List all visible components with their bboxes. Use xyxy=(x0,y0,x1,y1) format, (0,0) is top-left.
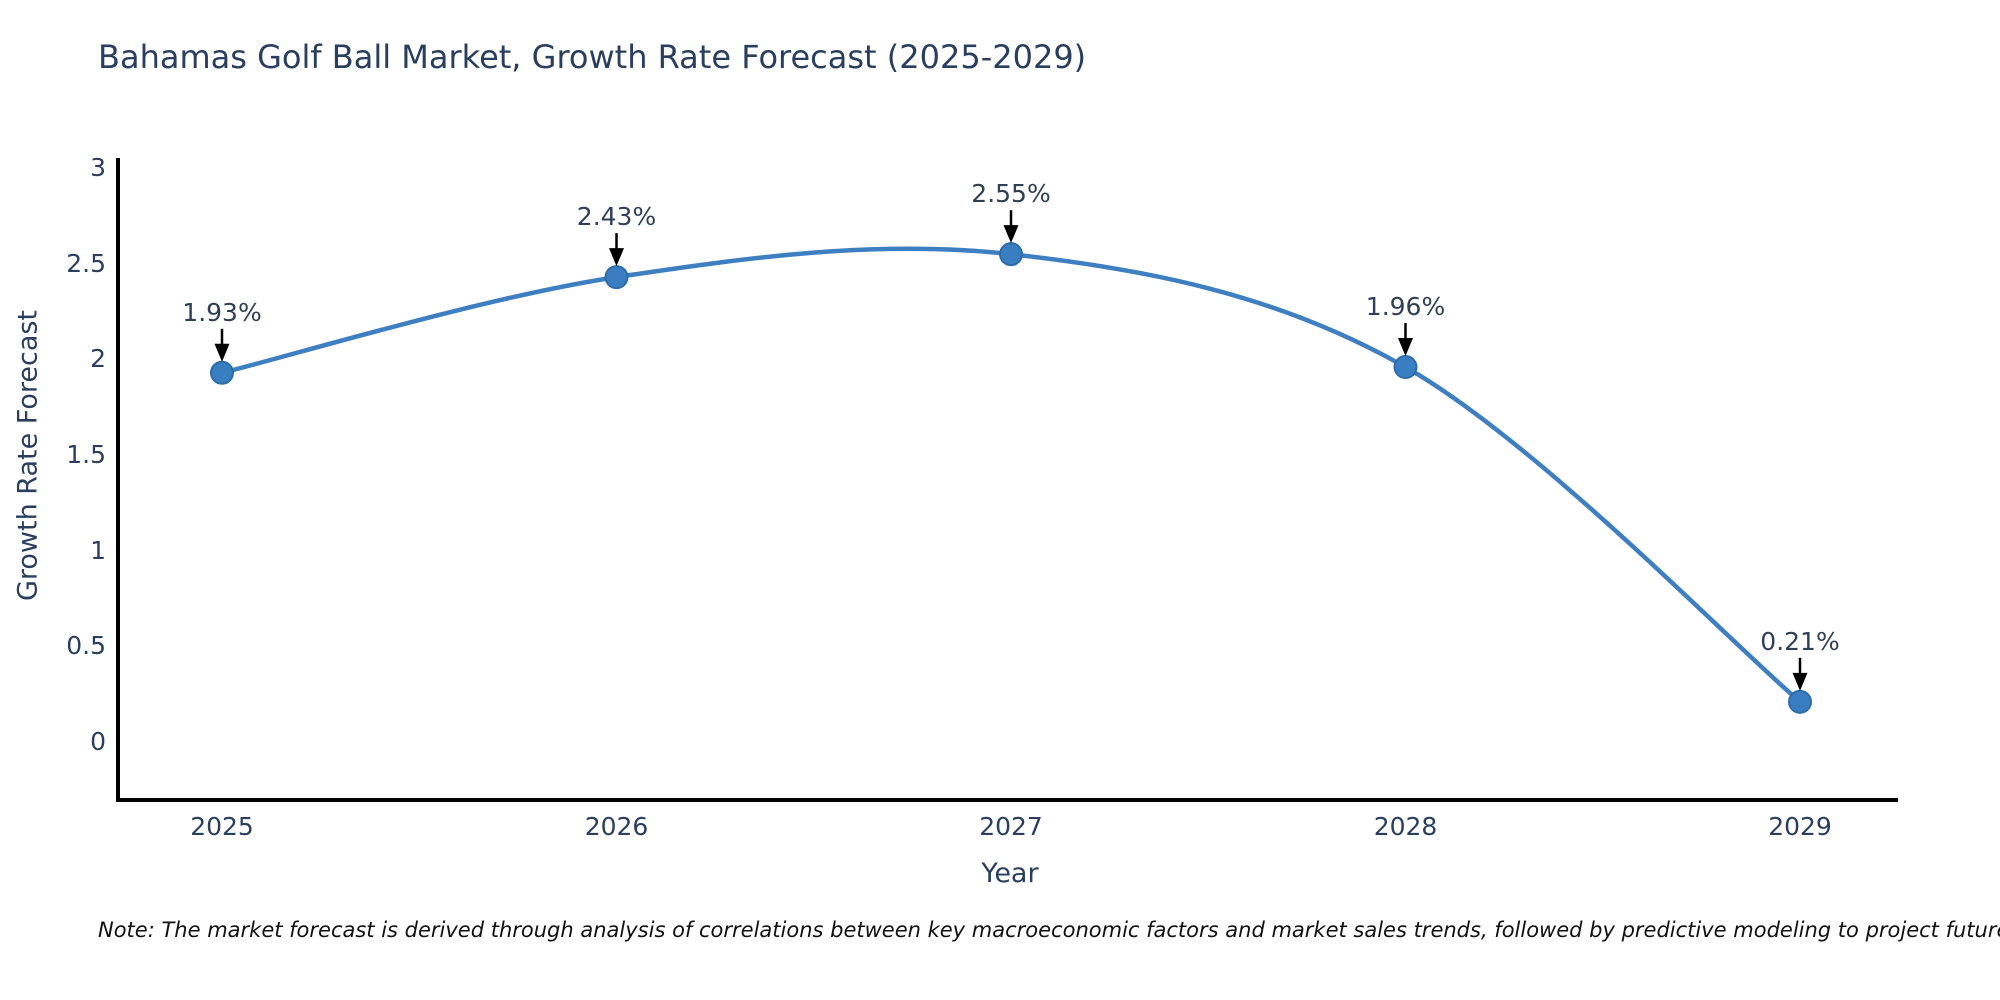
annotation-arrowhead xyxy=(1792,672,1808,691)
y-tick-label: 3 xyxy=(90,153,106,183)
annotation-label: 2.55% xyxy=(971,179,1051,209)
y-tick-label: 0 xyxy=(90,727,106,756)
y-tick-label: 1.5 xyxy=(66,440,106,470)
y-tick-label: 0.5 xyxy=(66,631,106,661)
y-tick-label: 2.5 xyxy=(66,248,106,278)
y-tick-label: 2 xyxy=(90,344,106,374)
annotation-arrowhead xyxy=(1003,225,1019,244)
x-tick-label: 2026 xyxy=(584,812,649,841)
x-tick-label: 2029 xyxy=(1768,812,1832,841)
series-line xyxy=(219,246,1803,705)
y-tick-label: 1 xyxy=(90,535,106,565)
chart-title: Bahamas Golf Ball Market, Growth Rate Fo… xyxy=(98,38,1087,76)
x-tick-label: 2025 xyxy=(190,812,254,841)
annotation-label: 1.96% xyxy=(1365,292,1446,322)
x-axis-title: Year xyxy=(981,858,1039,889)
data-point-marker xyxy=(604,265,629,290)
annotation-arrowhead xyxy=(214,343,230,362)
annotation-arrowhead xyxy=(609,248,624,267)
data-point-marker xyxy=(210,360,234,385)
footnote: Note: The market forecast is derived thr… xyxy=(98,918,2000,942)
data-point-marker xyxy=(1393,355,1418,380)
annotation-label: 1.93% xyxy=(182,297,262,327)
x-tick-label: 2027 xyxy=(979,812,1043,841)
x-tick-label: 2028 xyxy=(1373,812,1438,841)
annotation-label: 0.21% xyxy=(1760,626,1840,656)
annotation-arrowhead xyxy=(1398,338,1413,357)
annotation-label: 2.43% xyxy=(576,202,657,232)
data-point-marker xyxy=(1788,689,1812,714)
data-point-marker xyxy=(999,242,1023,267)
